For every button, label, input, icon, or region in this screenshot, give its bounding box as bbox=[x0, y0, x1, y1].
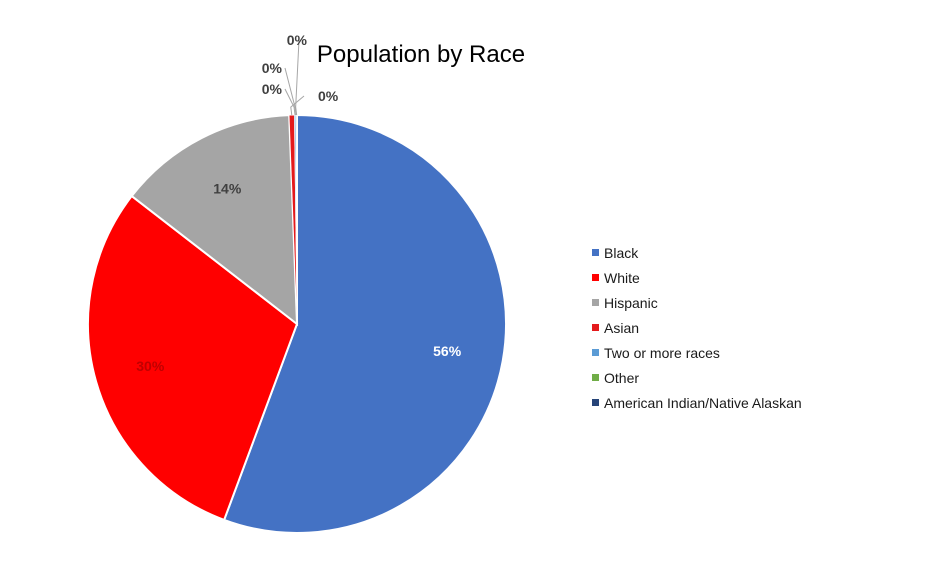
legend-label-two-or-more-races: Two or more races bbox=[604, 344, 720, 361]
leader-line-other bbox=[284, 67, 297, 116]
data-labels: 56%30%14%0%0%0%0% bbox=[136, 32, 461, 374]
legend-item-asian: Asian bbox=[592, 315, 802, 340]
legend-swatch-asian bbox=[592, 324, 599, 331]
leader-line-two-or-more-races bbox=[284, 88, 296, 116]
legend-swatch-two-or-more-races bbox=[592, 349, 599, 356]
legend-item-american-indian-native-alaskan: American Indian/Native Alaskan bbox=[592, 390, 802, 415]
data-label-two-or-more-races: 0% bbox=[262, 81, 283, 97]
legend-swatch-white bbox=[592, 274, 599, 281]
legend-label-white: White bbox=[604, 269, 640, 286]
legend-label-american-indian-native-alaskan: American Indian/Native Alaskan bbox=[604, 394, 802, 411]
pie-slice-white bbox=[87, 194, 299, 522]
leader-line-asian bbox=[290, 95, 305, 116]
pie-slice-hispanic bbox=[130, 114, 299, 327]
legend-item-two-or-more-races: Two or more races bbox=[592, 340, 802, 365]
legend-label-asian: Asian bbox=[604, 319, 640, 336]
data-label-white: 30% bbox=[136, 358, 165, 374]
pie-slices bbox=[87, 113, 507, 534]
legend-label-black: Black bbox=[604, 244, 639, 261]
chart-legend: Black White Hispanic Asian Two or more races… bbox=[592, 240, 802, 415]
legend-item-white: White bbox=[592, 265, 802, 290]
legend-swatch-black bbox=[592, 249, 599, 256]
data-label-black: 56% bbox=[433, 343, 462, 359]
legend-item-other: Other bbox=[592, 365, 802, 390]
legend-swatch-other bbox=[592, 374, 599, 381]
leader-line-american-indian-native-alaskan bbox=[295, 39, 300, 116]
leader-lines bbox=[284, 39, 305, 116]
chart-title: Population by Race bbox=[317, 41, 525, 68]
data-label-american-indian-native-alaskan: 0% bbox=[287, 32, 308, 48]
legend-swatch-hispanic bbox=[592, 299, 599, 306]
pie-slice-black bbox=[222, 113, 507, 534]
legend-label-hispanic: Hispanic bbox=[604, 294, 658, 311]
data-label-hispanic: 14% bbox=[213, 180, 242, 196]
legend-label-other: Other bbox=[604, 369, 640, 386]
legend-swatch-american-indian-native-alaskan bbox=[592, 399, 599, 406]
legend-item-hispanic: Hispanic bbox=[592, 290, 802, 315]
legend-item-black: Black bbox=[592, 240, 802, 265]
data-label-asian: 0% bbox=[318, 88, 339, 104]
data-label-other: 0% bbox=[262, 60, 283, 76]
